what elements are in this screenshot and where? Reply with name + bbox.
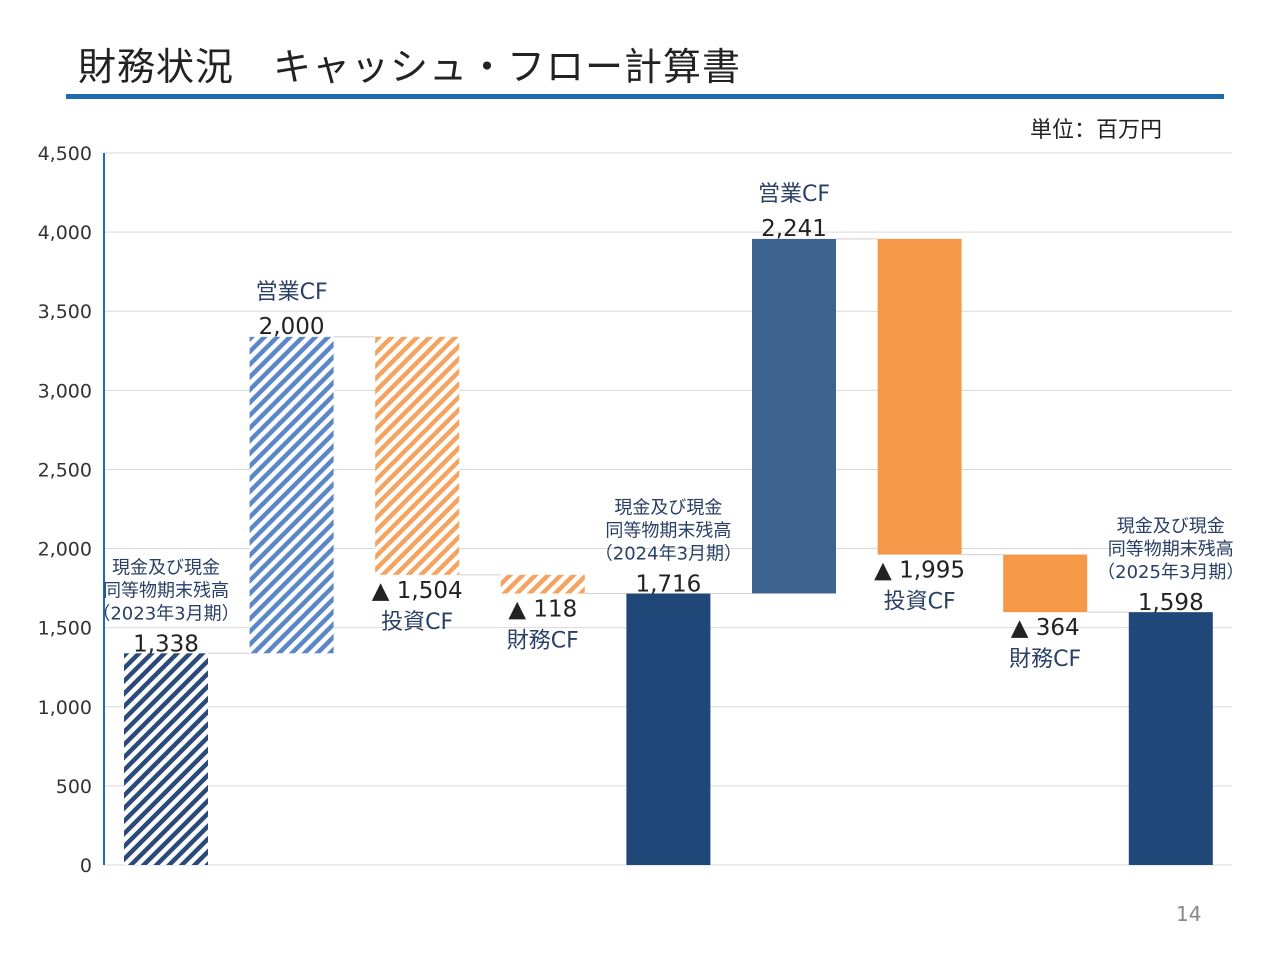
value-label: ▲ 1,504 (372, 578, 463, 604)
balance-category-label: 現金及び現金 (112, 557, 220, 578)
value-label: 1,716 (635, 571, 701, 597)
y-tick-label: 2,000 (38, 539, 92, 561)
value-label: ▲ 1,995 (874, 558, 965, 584)
waterfall-bar (877, 238, 962, 555)
y-tick-label: 500 (56, 776, 92, 798)
category-label: 財務CF (1009, 647, 1081, 672)
balance-category-label: 同等物期末残高 (1108, 539, 1234, 560)
balance-category-label: （2025年3月期） (1097, 562, 1244, 583)
balance-category-label: （2024年3月期） (595, 543, 742, 564)
y-tick-label: 4,500 (38, 143, 92, 165)
category-label: 投資CF (381, 610, 453, 635)
unit-label: 単位：百万円 (1030, 118, 1163, 143)
y-tick-label: 3,500 (38, 301, 92, 323)
waterfall-bar (124, 653, 208, 865)
waterfall-bar (1003, 554, 1088, 613)
balance-category-label: 同等物期末残高 (103, 580, 229, 601)
category-label: 営業CF (758, 182, 830, 207)
y-tick-label: 1,500 (38, 618, 92, 640)
page-number: 14 (1176, 902, 1202, 926)
waterfall-bar (626, 593, 711, 865)
value-label: 1,598 (1138, 590, 1204, 616)
title-underline (66, 94, 1224, 99)
waterfall-bar (752, 238, 836, 594)
balance-category-label: 同等物期末残高 (605, 520, 731, 541)
waterfall-bar (249, 336, 334, 654)
balance-category-label: （2023年3月期） (92, 603, 239, 624)
balance-category-label: 現金及び現金 (614, 497, 722, 518)
category-label: 財務CF (507, 628, 579, 653)
value-label: 1,338 (133, 631, 199, 657)
y-tick-label: 3,000 (38, 380, 92, 402)
y-tick-label: 4,000 (38, 222, 92, 244)
y-tick-label: 2,500 (38, 459, 92, 481)
y-tick-label: 1,000 (38, 697, 92, 719)
category-label: 営業CF (256, 280, 328, 305)
balance-category-label: 現金及び現金 (1117, 516, 1225, 537)
waterfall-bar (1128, 612, 1213, 865)
waterfall-bar (375, 336, 460, 575)
waterfall-bar (500, 574, 585, 594)
value-label: 2,000 (259, 314, 325, 340)
value-label: 2,241 (761, 216, 827, 242)
y-tick-label: 0 (80, 855, 92, 877)
value-label: ▲ 118 (508, 596, 577, 622)
page-title: 財務状況 キャッシュ・フロー計算書 (78, 45, 742, 89)
category-label: 投資CF (884, 590, 956, 615)
value-label: ▲ 364 (1011, 615, 1080, 641)
